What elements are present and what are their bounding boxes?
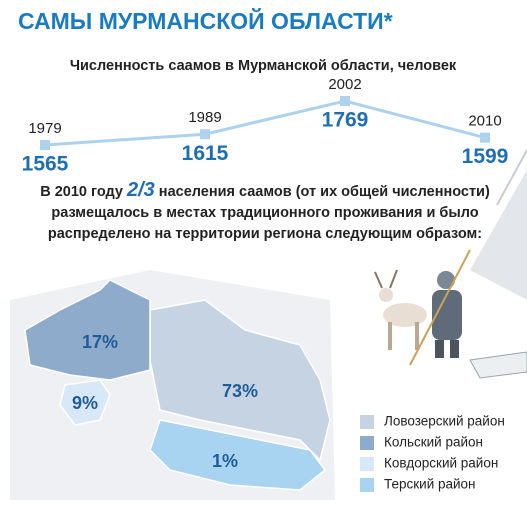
region-label: 73% bbox=[222, 381, 258, 401]
legend-label: Ловозерский район bbox=[384, 414, 505, 429]
legend-swatch bbox=[360, 457, 374, 471]
year-label: 2010 bbox=[468, 113, 501, 130]
legend-swatch bbox=[360, 436, 374, 450]
legend-label: Терский район bbox=[384, 477, 476, 492]
tent bbox=[470, 170, 527, 300]
point bbox=[40, 140, 50, 150]
value-label: 1769 bbox=[322, 109, 369, 132]
legend-label: Ковдорский район bbox=[384, 456, 498, 471]
region bbox=[149, 419, 327, 491]
description-text: В 2010 году bbox=[40, 184, 127, 200]
point bbox=[200, 129, 210, 140]
year-label: 1989 bbox=[188, 109, 221, 126]
region-label: 9% bbox=[72, 393, 98, 413]
value-label: 1565 bbox=[22, 153, 69, 176]
point bbox=[480, 132, 490, 143]
region-label: 17% bbox=[82, 332, 118, 352]
legend-swatch bbox=[360, 478, 374, 492]
year-label: 2002 bbox=[328, 76, 361, 93]
region bbox=[59, 379, 111, 426]
legend-label: Кольский район bbox=[384, 435, 483, 450]
legend-swatch bbox=[360, 415, 374, 429]
value-label: 1599 bbox=[462, 145, 509, 168]
value-label: 1615 bbox=[182, 142, 229, 165]
illustration bbox=[374, 249, 527, 379]
region-label: 1% bbox=[212, 451, 238, 471]
page-title: САМЫ МУРМАНСКОЙ ОБЛАСТИ* bbox=[18, 7, 393, 34]
line bbox=[44, 99, 486, 147]
chart-title: Численность саамов в Мурманской области,… bbox=[70, 58, 457, 74]
description: В 2010 году 2/3 населения саамов (от их … bbox=[20, 180, 510, 245]
tent-pole bbox=[496, 149, 527, 206]
point bbox=[340, 96, 350, 106]
description-text: населения саамов (от их общей численност… bbox=[47, 184, 490, 242]
region bbox=[149, 299, 331, 462]
year-label: 1979 bbox=[28, 120, 61, 137]
region bbox=[24, 279, 151, 381]
highlight: 2/3 bbox=[126, 179, 155, 201]
